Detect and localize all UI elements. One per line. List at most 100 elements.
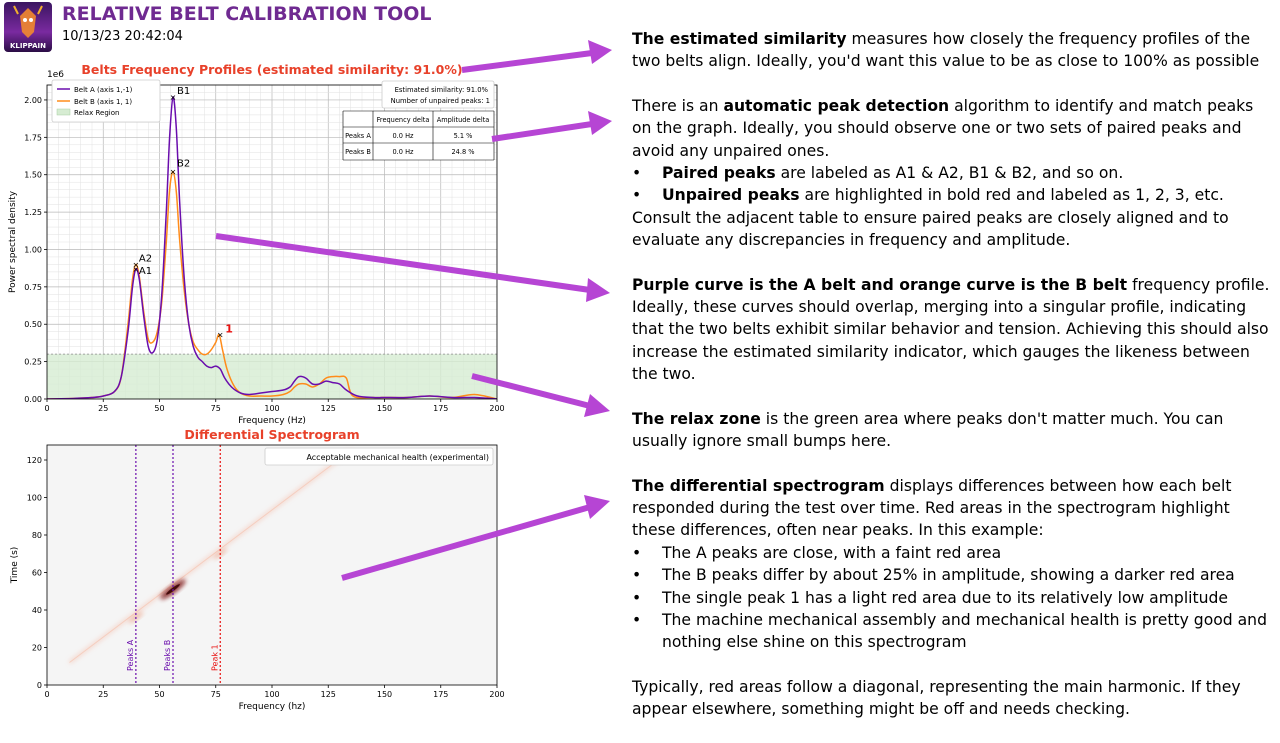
spectrogram-legend: Acceptable mechanical health (experiment… bbox=[264, 447, 494, 466]
psd-x-axis-label: Frequency (Hz) bbox=[238, 416, 306, 426]
y-tick-label: 0.75 bbox=[24, 283, 42, 292]
spectrogram-y-axis-label: Time (s) bbox=[10, 547, 20, 585]
spectrogram-chart: Differential Spectrogram Peaks A Peaks B P… bbox=[10, 427, 505, 712]
x-tick-label: 175 bbox=[433, 690, 448, 699]
list-item: Paired peaks are labeled as A1 & A2, B1 … bbox=[632, 162, 1272, 185]
psd-chart-title: Belts Frequency Profiles (estimated simi… bbox=[81, 62, 462, 77]
y-tick-label: 0.00 bbox=[24, 395, 42, 404]
note-diagonal: Typically, red areas follow a diagonal, … bbox=[632, 676, 1272, 721]
table-cell-b-frequency: 0.0 Hz bbox=[392, 148, 414, 156]
annotation-arrows bbox=[215, 40, 612, 581]
y-tick-label: 0 bbox=[37, 681, 42, 690]
legend-relax-region: Relax Region bbox=[74, 109, 119, 117]
note-peaks-unpaired-bold: Unpaired peaks bbox=[662, 186, 800, 205]
similarity-info-box: Estimated similarity: 91.0% Number of un… bbox=[381, 80, 495, 109]
psd-y-multiplier: 1e6 bbox=[47, 70, 64, 80]
peak-marker: × bbox=[170, 168, 177, 177]
peaks-table: Frequency delta Amplitude delta Peaks A … bbox=[342, 110, 495, 161]
x-tick-label: 200 bbox=[489, 690, 504, 699]
psd-legend: Belt A (axis 1,-1) Belt B (axis 1, 1) Re… bbox=[51, 79, 161, 123]
legend-belt-a: Belt A (axis 1,-1) bbox=[74, 86, 133, 94]
y-tick-label: 120 bbox=[27, 456, 42, 465]
table-row-label-peaks-b: Peaks B bbox=[345, 148, 371, 156]
note-peaks-intro-pre: There is an bbox=[632, 96, 724, 115]
peak-vline-label: Peaks B bbox=[163, 640, 172, 671]
y-tick-label: 2.00 bbox=[24, 96, 42, 105]
note-spectrogram: The differential spectrogram displays di… bbox=[632, 475, 1272, 654]
table-cell-a-frequency: 0.0 Hz bbox=[392, 132, 414, 140]
logo-text: KLIPPAIN bbox=[10, 42, 46, 50]
table-header-frequency-delta: Frequency delta bbox=[377, 116, 430, 124]
arrow-relax-zone bbox=[471, 373, 610, 417]
legend-swatch-relax bbox=[56, 108, 71, 116]
note-similarity-text: measures how closely the frequency profi… bbox=[632, 30, 1260, 71]
y-tick-label: 60 bbox=[32, 569, 42, 578]
note-curves-text: frequency profile. Ideally, these curves… bbox=[632, 275, 1270, 384]
spectrogram-x-axis-label: Frequency (hz) bbox=[239, 702, 306, 712]
y-tick-label: 100 bbox=[27, 494, 42, 503]
list-item: The B peaks differ by about 25% in ampli… bbox=[632, 564, 1272, 587]
y-tick-label: 80 bbox=[32, 531, 42, 540]
note-spectrogram-bold: The differential spectrogram bbox=[632, 476, 885, 495]
peak-label: B2 bbox=[177, 159, 190, 170]
note-peaks-intro-post: algorithm to identify and match peaks on… bbox=[632, 96, 1254, 160]
note-spectrogram-text: displays differences between how each be… bbox=[632, 476, 1232, 540]
x-tick-label: 175 bbox=[433, 404, 448, 413]
y-tick-label: 1.00 bbox=[24, 245, 42, 254]
peak-vline-label: Peak 1 bbox=[210, 644, 219, 671]
list-item: The single peak 1 has a light red area d… bbox=[632, 587, 1272, 610]
charts-area: Belts Frequency Profiles (estimated simi… bbox=[8, 40, 612, 712]
y-tick-label: 1.75 bbox=[24, 133, 42, 142]
belt-a-line bbox=[47, 96, 497, 399]
note-peaks-intro-bold: automatic peak detection bbox=[723, 96, 950, 115]
peak-marker: × bbox=[133, 260, 140, 269]
psd-chart: Belts Frequency Profiles (estimated simi… bbox=[8, 62, 505, 426]
list-item: The machine mechanical assembly and mech… bbox=[632, 609, 1272, 654]
note-peaks-paired-text: are labeled as A1 & A2, B1 & B2, and so … bbox=[775, 164, 1124, 183]
note-relax-zone: The relax zone is the green area where p… bbox=[632, 408, 1272, 453]
x-tick-label: 100 bbox=[264, 690, 279, 699]
x-tick-label: 0 bbox=[44, 404, 49, 413]
timestamp: 10/13/23 20:42:04 bbox=[62, 29, 183, 44]
note-similarity-bold: The estimated similarity bbox=[632, 30, 847, 48]
peak-vline-label: Peaks A bbox=[126, 639, 135, 671]
note-spectrogram-list: The A peaks are close, with a faint red … bbox=[632, 542, 1272, 654]
peak-label: 1 bbox=[225, 323, 233, 336]
y-tick-label: 1.50 bbox=[24, 171, 42, 180]
x-tick-label: 25 bbox=[98, 404, 108, 413]
peak-marker: × bbox=[133, 265, 140, 274]
psd-y-axis-label: Power spectral density bbox=[8, 190, 18, 293]
x-tick-label: 125 bbox=[321, 690, 336, 699]
note-peak-detection: There is an automatic peak detection alg… bbox=[632, 95, 1272, 252]
x-tick-label: 125 bbox=[321, 404, 336, 413]
peak-marker: × bbox=[217, 331, 224, 340]
y-tick-label: 1.25 bbox=[24, 208, 42, 217]
x-tick-label: 25 bbox=[98, 690, 108, 699]
x-tick-label: 50 bbox=[154, 690, 164, 699]
note-diagonal-text: Typically, red areas follow a diagonal, … bbox=[632, 677, 1241, 719]
note-curves: Purple curve is the A belt and orange cu… bbox=[632, 274, 1272, 386]
note-peaks-unpaired-text: are highlighted in bold red and labeled … bbox=[799, 186, 1224, 205]
klippain-logo: KLIPPAIN bbox=[4, 2, 52, 52]
table-row-label-peaks-a: Peaks A bbox=[345, 132, 371, 140]
x-tick-label: 150 bbox=[377, 404, 392, 413]
peak-label: A2 bbox=[139, 253, 152, 264]
arrow-curves bbox=[215, 233, 610, 302]
header: KLIPPAIN RELATIVE BELT CALIBRATION TOOL … bbox=[0, 0, 620, 60]
table-header-amplitude-delta: Amplitude delta bbox=[437, 116, 490, 124]
main-harmonic-diagonal-core bbox=[69, 450, 352, 663]
peak-label: A1 bbox=[139, 266, 152, 277]
arrow-similarity bbox=[461, 40, 612, 73]
spectrogram-title: Differential Spectrogram bbox=[184, 427, 359, 442]
list-item: Unpaired peaks are highlighted in bold r… bbox=[632, 184, 1272, 207]
info-unpaired-peaks: Number of unpaired peaks: 1 bbox=[391, 97, 490, 105]
table-cell-b-amplitude: 24.8 % bbox=[451, 148, 474, 156]
peak-label: B1 bbox=[177, 86, 190, 97]
spectrogram-background bbox=[47, 445, 497, 685]
note-relax-bold: The relax zone bbox=[632, 409, 761, 428]
note-peaks-list: Paired peaks are labeled as A1 & A2, B1 … bbox=[632, 162, 1272, 207]
x-tick-label: 0 bbox=[44, 690, 49, 699]
explanations: The estimated similarity measures how cl… bbox=[632, 28, 1272, 743]
x-tick-label: 200 bbox=[489, 404, 504, 413]
x-tick-label: 100 bbox=[264, 404, 279, 413]
